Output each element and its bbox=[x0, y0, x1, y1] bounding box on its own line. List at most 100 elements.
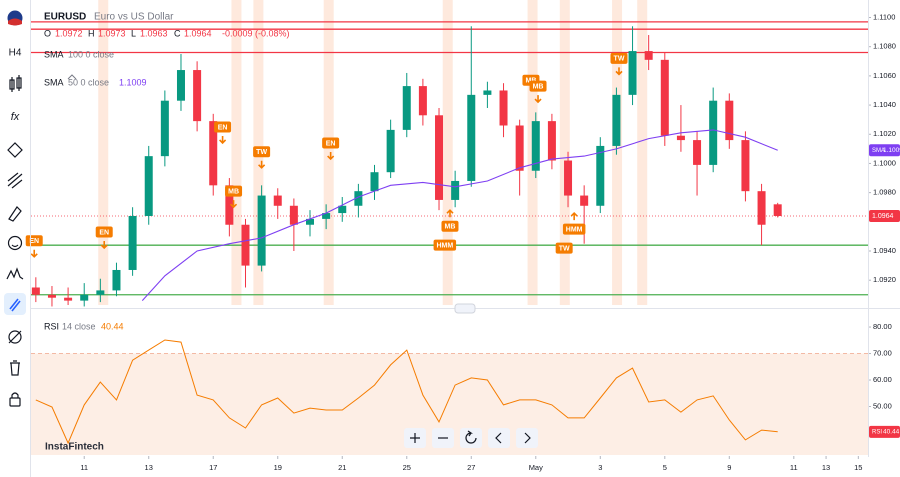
candle-body bbox=[193, 70, 202, 122]
scroll-right-button[interactable] bbox=[516, 428, 538, 448]
event-label: HMM bbox=[436, 243, 453, 250]
event-badge bbox=[562, 223, 586, 235]
candle-body bbox=[483, 90, 492, 95]
zoom-controls bbox=[404, 428, 538, 448]
x-tick-label: 13 bbox=[822, 463, 830, 472]
toolbar: H4 fx bbox=[4, 0, 31, 477]
x-tick-label: 9 bbox=[727, 463, 731, 472]
candle-body bbox=[273, 195, 282, 206]
y-tick-label: 50.00 bbox=[873, 402, 892, 411]
candle-body bbox=[160, 100, 169, 157]
candle-body bbox=[47, 294, 56, 298]
reset-button[interactable] bbox=[460, 428, 482, 448]
magnet-icon bbox=[9, 298, 21, 312]
event-band bbox=[442, 0, 453, 305]
x-tick-label: 15 bbox=[854, 463, 862, 472]
emoji-icon[interactable] bbox=[7, 235, 23, 251]
candle-body bbox=[209, 121, 218, 186]
indicator-name[interactable]: SMA bbox=[44, 49, 64, 59]
symbol-flag-stripe bbox=[8, 18, 22, 26]
candle-body bbox=[176, 70, 185, 101]
open-value: 1.0972 bbox=[55, 28, 83, 38]
candle-body bbox=[354, 191, 363, 206]
open-label: O bbox=[44, 28, 51, 38]
candle-body bbox=[128, 215, 137, 270]
candle-body bbox=[241, 224, 250, 266]
candle-body bbox=[580, 195, 589, 206]
event-label: MB bbox=[533, 83, 544, 90]
x-tick-label: 5 bbox=[663, 463, 667, 472]
shapes-icon[interactable] bbox=[7, 142, 23, 158]
interval-button[interactable]: H4 bbox=[9, 48, 22, 59]
indicators-button[interactable]: fx bbox=[11, 111, 20, 123]
candle-body bbox=[741, 140, 750, 192]
y-tick-label: 1.1060 bbox=[873, 71, 896, 80]
x-tick-label: 21 bbox=[338, 463, 346, 472]
x-tick-label: 3 bbox=[598, 463, 602, 472]
price-badge bbox=[869, 209, 900, 222]
event-arrow bbox=[219, 135, 227, 145]
event-arrow bbox=[327, 152, 335, 161]
watermark: InstaFintech bbox=[45, 442, 104, 453]
event-arrow bbox=[534, 95, 542, 104]
event-badge bbox=[433, 239, 457, 251]
event-band bbox=[559, 0, 570, 305]
candle-body bbox=[451, 180, 460, 200]
close-label: C bbox=[174, 28, 181, 38]
candle-body bbox=[693, 140, 702, 165]
candle-body bbox=[96, 290, 105, 295]
scroll-left-button[interactable] bbox=[488, 428, 510, 448]
indicator-name[interactable]: SMA bbox=[44, 77, 64, 87]
event-label: HMM bbox=[566, 226, 583, 233]
x-tick-label: 19 bbox=[274, 463, 282, 472]
y-tick-label: 1.0920 bbox=[873, 275, 896, 284]
event-badge bbox=[529, 80, 547, 92]
candle-body bbox=[80, 294, 89, 301]
event-label: EN bbox=[218, 124, 228, 131]
event-badge bbox=[214, 121, 232, 133]
candle-body bbox=[257, 195, 266, 266]
close-value: 1.0964 bbox=[184, 28, 212, 38]
symbol-title: EURUSD bbox=[44, 12, 86, 23]
candle-body bbox=[31, 287, 40, 295]
high-value: 1.0973 bbox=[98, 28, 126, 38]
candle-body bbox=[467, 94, 476, 181]
x-tick-label: 13 bbox=[145, 463, 153, 472]
lock-icon[interactable] bbox=[9, 392, 21, 407]
candles-icon[interactable] bbox=[9, 75, 22, 92]
event-label: EN bbox=[99, 229, 109, 236]
event-badge bbox=[610, 52, 628, 64]
rsi-value: 40.44 bbox=[101, 321, 124, 331]
scroll-right-icon bbox=[524, 432, 531, 444]
event-badge bbox=[95, 226, 113, 238]
candle-body bbox=[547, 121, 556, 161]
brush-icon[interactable] bbox=[8, 206, 22, 222]
candle-body bbox=[725, 100, 734, 141]
rsi-badge-value: 40.44 bbox=[883, 429, 900, 436]
high-label: H bbox=[88, 28, 95, 38]
candle-body bbox=[612, 94, 621, 146]
candle-body bbox=[112, 269, 121, 291]
trash-icon[interactable] bbox=[10, 360, 20, 376]
y-tick-label: 1.1000 bbox=[873, 158, 896, 167]
event-label: MB bbox=[445, 224, 456, 231]
sma-badge-name: SMA bbox=[872, 148, 885, 154]
event-arrow bbox=[446, 209, 454, 218]
pane-handle[interactable] bbox=[454, 303, 476, 314]
event-badge bbox=[253, 146, 271, 158]
y-tick-label: 1.1100 bbox=[873, 12, 895, 21]
hide-icon[interactable] bbox=[8, 330, 22, 344]
patterns-icon[interactable] bbox=[6, 267, 24, 280]
lines-icon[interactable] bbox=[7, 172, 23, 189]
candle-body bbox=[499, 90, 508, 126]
indicator-params: 50 0 close bbox=[68, 77, 109, 87]
event-label: TW bbox=[559, 245, 570, 252]
candle-body bbox=[64, 297, 73, 301]
event-badge bbox=[322, 137, 340, 149]
collapse-toggle[interactable] bbox=[67, 74, 77, 80]
candle-body bbox=[144, 156, 153, 216]
change-value: -0.0009 (-0.08%) bbox=[222, 28, 290, 38]
event-label: EN bbox=[326, 140, 336, 147]
y-tick-label: 1.1020 bbox=[873, 129, 896, 138]
event-band bbox=[98, 0, 109, 305]
